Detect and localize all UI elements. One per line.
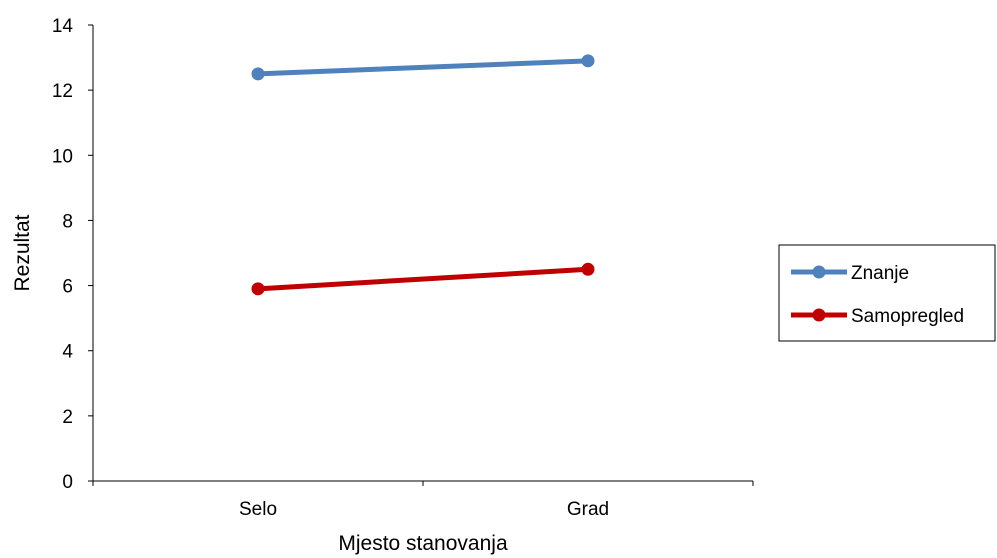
legend-swatch-marker bbox=[812, 265, 826, 279]
data-point bbox=[251, 67, 265, 81]
data-point bbox=[251, 282, 265, 296]
y-tick-label: 10 bbox=[52, 146, 73, 167]
legend-entry-samopregled: Samopregled bbox=[791, 306, 964, 327]
series-line bbox=[255, 266, 591, 292]
legend-label: Znanje bbox=[851, 263, 909, 284]
legend: Znanje Samopregled bbox=[778, 244, 996, 342]
y-axis-tick-labels: 0 2 4 6 8 10 12 14 bbox=[52, 16, 93, 493]
legend-label: Samopregled bbox=[851, 306, 964, 327]
series-line bbox=[255, 58, 591, 77]
legend-box bbox=[778, 244, 996, 342]
y-tick-label: 12 bbox=[52, 81, 73, 102]
legend-entry-znanje: Znanje bbox=[791, 263, 909, 284]
legend-swatch-marker bbox=[812, 308, 826, 322]
y-tick-label: 2 bbox=[62, 407, 73, 428]
y-tick-label: 6 bbox=[62, 277, 73, 298]
x-axis-tick-labels: Selo Grad bbox=[92, 481, 754, 520]
x-tick-label: Selo bbox=[239, 499, 277, 520]
data-point bbox=[581, 54, 595, 68]
x-axis-title: Mjesto stanovanja bbox=[338, 532, 508, 555]
data-point bbox=[581, 262, 595, 276]
y-tick-label: 4 bbox=[62, 342, 73, 363]
series-samopregled bbox=[251, 262, 595, 296]
y-tick-label: 14 bbox=[52, 16, 74, 37]
y-axis-title: Rezultat bbox=[11, 214, 34, 291]
y-tick-label: 8 bbox=[62, 211, 73, 232]
x-tick-label: Grad bbox=[567, 499, 609, 520]
series-layer bbox=[251, 54, 595, 296]
series-znanje bbox=[251, 54, 595, 81]
y-tick-label: 0 bbox=[62, 472, 73, 493]
